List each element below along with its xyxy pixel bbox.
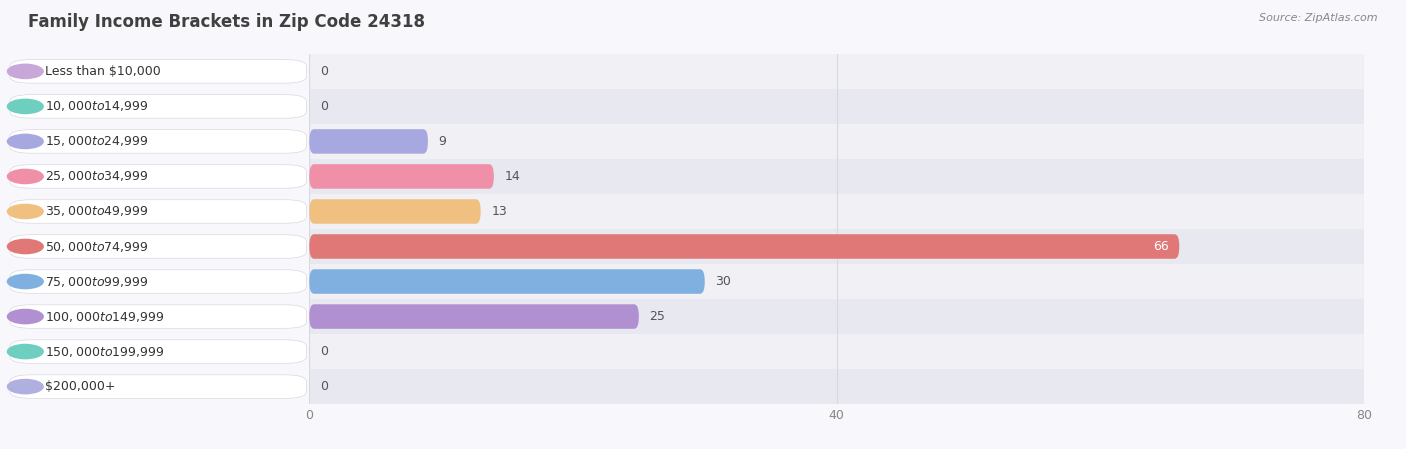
Text: $100,000 to $149,999: $100,000 to $149,999	[45, 309, 165, 324]
Text: Less than $10,000: Less than $10,000	[45, 65, 160, 78]
Bar	[309, 89, 1364, 124]
Text: 30: 30	[716, 275, 731, 288]
Bar	[309, 124, 1364, 159]
Bar	[309, 334, 1364, 369]
FancyBboxPatch shape	[309, 164, 494, 189]
Text: 9: 9	[439, 135, 446, 148]
Text: $50,000 to $74,999: $50,000 to $74,999	[45, 239, 149, 254]
Text: $25,000 to $34,999: $25,000 to $34,999	[45, 169, 149, 184]
FancyBboxPatch shape	[309, 199, 481, 224]
FancyBboxPatch shape	[309, 234, 1180, 259]
FancyBboxPatch shape	[309, 269, 704, 294]
Text: 0: 0	[321, 345, 328, 358]
Bar	[309, 229, 1364, 264]
Text: Source: ZipAtlas.com: Source: ZipAtlas.com	[1260, 13, 1378, 23]
Text: $200,000+: $200,000+	[45, 380, 115, 393]
Text: $150,000 to $199,999: $150,000 to $199,999	[45, 344, 165, 359]
Bar	[309, 264, 1364, 299]
Text: $75,000 to $99,999: $75,000 to $99,999	[45, 274, 149, 289]
FancyBboxPatch shape	[309, 304, 638, 329]
Text: Family Income Brackets in Zip Code 24318: Family Income Brackets in Zip Code 24318	[28, 13, 425, 31]
Text: 14: 14	[505, 170, 520, 183]
Text: 66: 66	[1153, 240, 1168, 253]
Text: 13: 13	[491, 205, 508, 218]
Bar	[309, 159, 1364, 194]
Bar	[309, 54, 1364, 89]
Bar	[309, 194, 1364, 229]
Text: $15,000 to $24,999: $15,000 to $24,999	[45, 134, 149, 149]
Text: 0: 0	[321, 65, 328, 78]
Bar	[309, 369, 1364, 404]
Bar	[309, 299, 1364, 334]
Text: 25: 25	[650, 310, 665, 323]
Text: $35,000 to $49,999: $35,000 to $49,999	[45, 204, 149, 219]
Text: 0: 0	[321, 100, 328, 113]
FancyBboxPatch shape	[309, 129, 427, 154]
Text: $10,000 to $14,999: $10,000 to $14,999	[45, 99, 149, 114]
Text: 0: 0	[321, 380, 328, 393]
